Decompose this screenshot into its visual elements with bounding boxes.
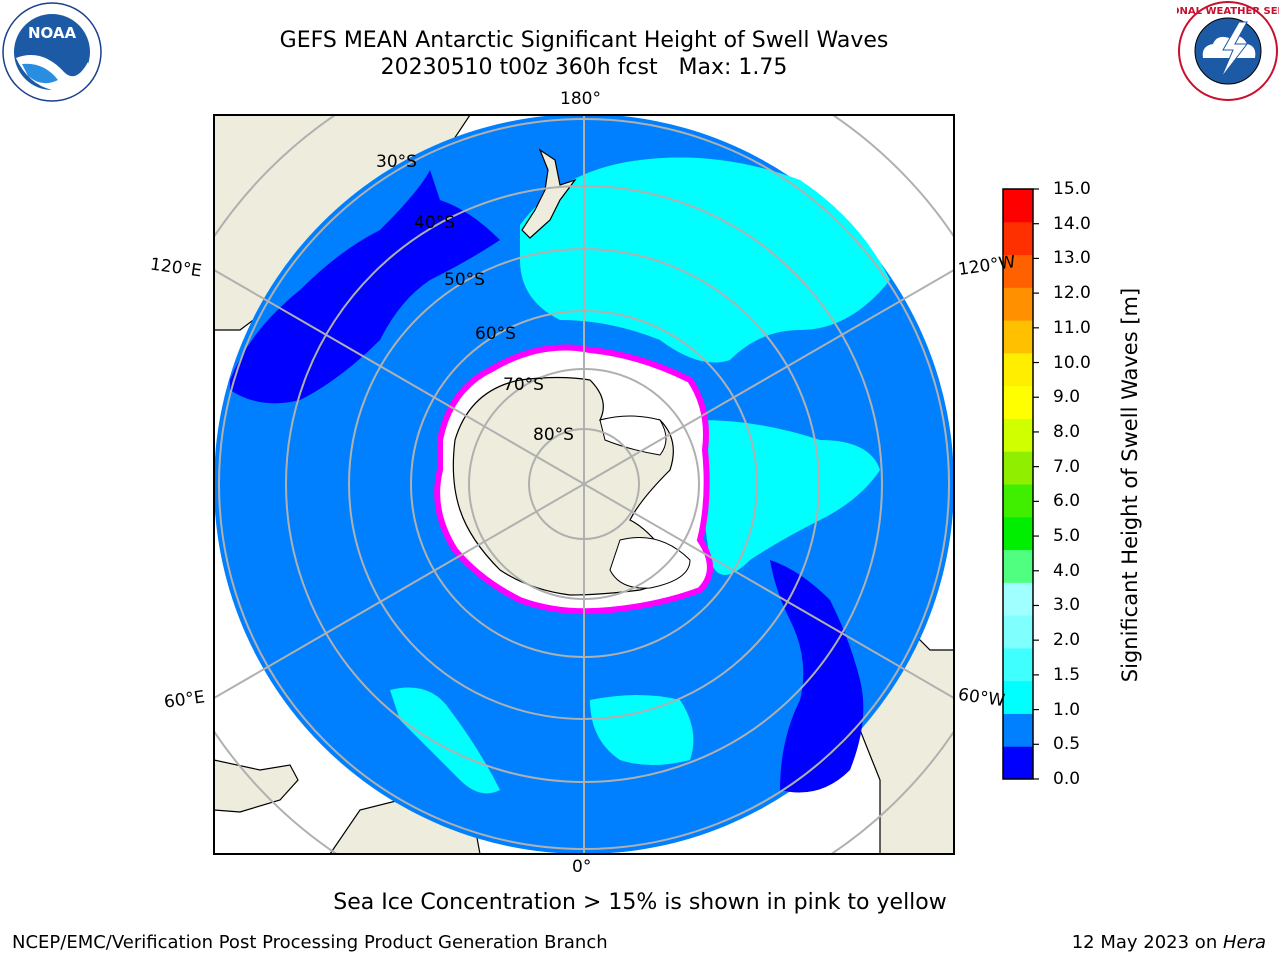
colorbar-swatch [1003, 189, 1033, 223]
colorbar-tick-label: 2.0 [1053, 630, 1081, 651]
map-area [214, 115, 954, 854]
colorbar-tick-label: 14.0 [1053, 213, 1091, 234]
lat-label-80s: 80°S [533, 425, 574, 445]
colorbar-tick-label: 1.5 [1053, 664, 1081, 685]
colorbar-tick-label: 15.0 [1053, 179, 1091, 199]
noaa-logo-text: NOAA [28, 24, 77, 42]
colorbar-tick-label: 3.0 [1053, 595, 1081, 616]
mid-swell-region-east [700, 420, 880, 575]
caption: Sea Ice Concentration > 15% is shown in … [333, 890, 947, 915]
footer-host: Hera [1222, 932, 1266, 953]
colorbar-tick-label: 11.0 [1053, 317, 1091, 338]
nws-logo-icon: NATIONAL WEATHER SERVICE [1177, 1, 1279, 101]
mid-swell-region-south [390, 687, 500, 794]
colorbar-tick-label: 0.0 [1053, 769, 1081, 789]
colorbar-tick-label: 7.0 [1053, 456, 1081, 477]
colorbar-tick-label: 4.0 [1053, 560, 1081, 581]
colorbar-swatch [1003, 647, 1033, 682]
lat-lon-grid [214, 115, 954, 854]
colorbar-swatch [1003, 746, 1033, 780]
weddell-ice-area [609, 537, 691, 589]
colorbar-tick-label: 1.0 [1053, 699, 1081, 720]
colorbar-tick-marks [1033, 188, 1039, 780]
colorbar-swatch [1003, 254, 1033, 288]
colorbar-swatch [1003, 352, 1033, 387]
footer-date-text: 12 May 2023 on [1071, 932, 1223, 953]
lat-label-30s: 30°S [376, 152, 417, 172]
colorbar-tick-label: 13.0 [1053, 248, 1091, 269]
lat-label-60s: 60°S [475, 324, 516, 344]
colorbar-swatch [1003, 713, 1033, 747]
colorbar-swatch [1003, 320, 1033, 354]
chart-subtitle: 20230510 t00z 360h fcst Max: 1.75 [380, 55, 788, 80]
colorbar-tick-label: 12.0 [1053, 283, 1091, 304]
colorbar [1003, 189, 1033, 780]
colorbar-swatch [1003, 451, 1033, 485]
colorbar-label: Significant Height of Swell Waves [m] [1118, 287, 1142, 683]
low-swell-region-south-america [770, 560, 864, 793]
colorbar-swatch [1003, 615, 1033, 649]
footer-credit: NCEP/EMC/Verification Post Processing Pr… [12, 932, 608, 953]
colorbar-swatch [1003, 418, 1033, 452]
colorbar-tick-label: 9.0 [1053, 387, 1081, 408]
colorbar-tick-label: 8.0 [1053, 421, 1081, 442]
lon-label-180: 180° [560, 89, 601, 109]
noaa-logo-icon: NOAA [2, 2, 102, 102]
lat-label-40s: 40°S [414, 213, 455, 233]
lon-label-0: 0° [572, 857, 592, 877]
colorbar-tick-label: 0.5 [1053, 734, 1081, 755]
colorbar-tick-label: 10.0 [1053, 352, 1091, 373]
colorbar-swatch [1003, 484, 1033, 518]
lat-label-70s: 70°S [503, 375, 544, 395]
nws-logo-text: NATIONAL WEATHER SERVICE [1177, 6, 1279, 17]
map-frame [213, 114, 955, 855]
lat-label-50s: 50°S [444, 270, 485, 290]
colorbar-swatch [1003, 287, 1033, 321]
colorbar-frame [1002, 188, 1034, 780]
colorbar-swatch [1003, 582, 1033, 616]
colorbar-tick-label: 5.0 [1053, 526, 1081, 547]
new-zealand-land [521, 148, 577, 239]
mid-swell-region-pacific [520, 157, 890, 363]
colorbar-tick-label: 6.0 [1053, 491, 1081, 512]
colorbar-swatch [1003, 680, 1033, 714]
colorbar-swatch [1003, 516, 1033, 551]
mid-swell-region-southeast [590, 695, 694, 765]
footer-date: 12 May 2023 on Hera [1072, 932, 1266, 953]
colorbar-swatch [1003, 385, 1033, 419]
colorbar-swatch [1003, 549, 1033, 583]
colorbar-swatch [1003, 221, 1033, 256]
chart-title: GEFS MEAN Antarctic Significant Height o… [279, 28, 889, 53]
